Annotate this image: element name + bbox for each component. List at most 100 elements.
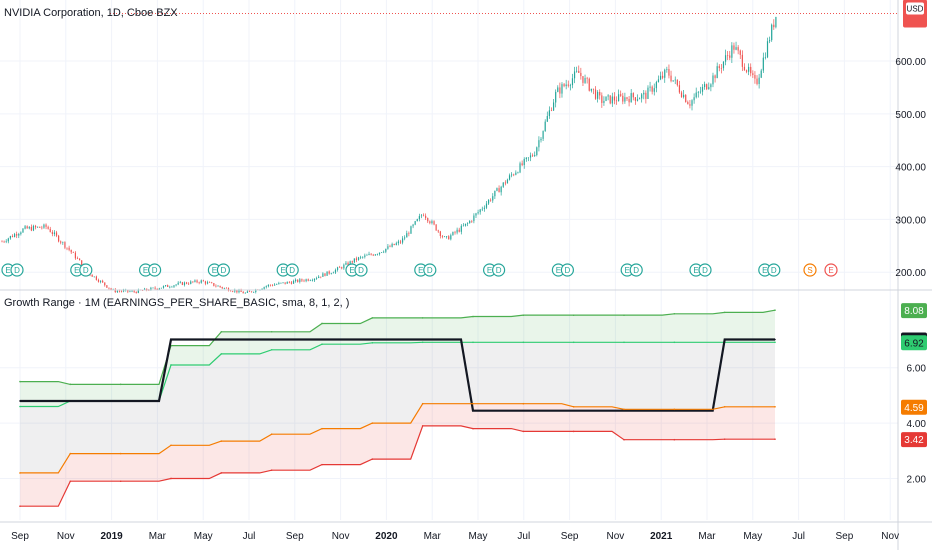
dividend-icon[interactable] (148, 263, 162, 277)
candle-body (127, 289, 129, 292)
upcoming-event-marker[interactable]: E (824, 263, 838, 277)
candle-body (748, 66, 750, 72)
candle-body (309, 280, 311, 281)
candle-body (18, 233, 20, 236)
dividend-icon[interactable] (698, 263, 712, 277)
candle-body (485, 203, 488, 208)
dividend-icon[interactable] (629, 263, 643, 277)
candle-body (183, 282, 186, 285)
dividend-icon[interactable] (285, 263, 299, 277)
candle-body (20, 232, 22, 234)
candle-body (582, 76, 584, 83)
dividend-icon[interactable] (560, 263, 575, 277)
candle-body (601, 95, 603, 103)
candle-body (458, 229, 460, 232)
candle-body (22, 228, 24, 233)
candle-body (156, 288, 158, 290)
dividend-icon[interactable] (354, 263, 368, 277)
dividend-icon[interactable] (492, 263, 506, 277)
candle-body (404, 237, 406, 239)
candle-body (435, 224, 437, 231)
event-marker-letter: D (702, 266, 708, 275)
dividend-icon[interactable] (767, 263, 781, 277)
event-marker-letter: D (427, 266, 433, 275)
candle-body (515, 172, 517, 175)
series-point-eps (270, 338, 273, 341)
event-marker-letter: E (693, 266, 698, 275)
upcoming-event-icon[interactable] (824, 263, 838, 277)
candle-body (473, 215, 475, 222)
upcoming-event-marker[interactable]: S (803, 263, 817, 277)
series-point-lower (119, 480, 122, 483)
upcoming-event-icon[interactable] (803, 263, 817, 277)
series-point-mid_lower (774, 405, 776, 408)
candle-body (548, 110, 550, 116)
candle-body (760, 70, 762, 78)
candle-body (685, 94, 687, 103)
series-point-eps (723, 338, 726, 341)
candle-body (534, 155, 536, 157)
event-marker-letter: D (289, 266, 295, 275)
candle-body (414, 221, 416, 225)
candle-body (578, 70, 580, 73)
candle-body (611, 96, 613, 104)
series-point-mid_lower (673, 408, 676, 411)
candle-body (32, 225, 35, 231)
candle-body (351, 261, 353, 263)
candle-body (412, 224, 414, 227)
candle-body (427, 218, 429, 222)
candle-body (680, 92, 683, 98)
candle-body (494, 190, 496, 197)
dividend-icon[interactable] (10, 263, 24, 277)
candle-body (227, 288, 230, 291)
series-point-mid_lower (472, 402, 474, 405)
candle-body (460, 225, 462, 232)
candle-body (16, 234, 18, 236)
candle-body (209, 282, 211, 283)
indicator-tick-label: 4.00 (907, 419, 927, 430)
candle-body (569, 85, 571, 86)
candle-body (743, 66, 746, 71)
event-marker-letter: E (349, 266, 354, 275)
last-value-badge-mid_lower: 4.59 (901, 399, 927, 415)
series-point-mid_lower (522, 402, 525, 405)
candle-body (645, 92, 647, 99)
dividend-icon[interactable] (216, 263, 230, 277)
candle-body (752, 73, 754, 76)
event-marker-letter: E (556, 266, 561, 275)
candle-body (106, 285, 108, 288)
candle-body (693, 97, 695, 101)
candle-body (487, 199, 490, 204)
candle-body (185, 282, 188, 284)
candle-body (674, 79, 676, 81)
candle-body (332, 272, 334, 274)
candle-body (43, 224, 45, 228)
candle-body (607, 95, 609, 97)
candle-body (542, 131, 544, 139)
candle-body (662, 75, 664, 78)
candle-body (336, 267, 339, 270)
candle-body (211, 282, 213, 284)
candle-body (670, 75, 672, 82)
candle-body (552, 102, 555, 111)
candle-body (200, 280, 202, 283)
dividend-icon[interactable] (79, 263, 93, 277)
candle-body (422, 215, 425, 217)
currency-chip[interactable] (906, 2, 924, 15)
candle-body (91, 274, 93, 277)
candle-body (628, 98, 630, 103)
dividend-icon[interactable] (423, 263, 437, 277)
